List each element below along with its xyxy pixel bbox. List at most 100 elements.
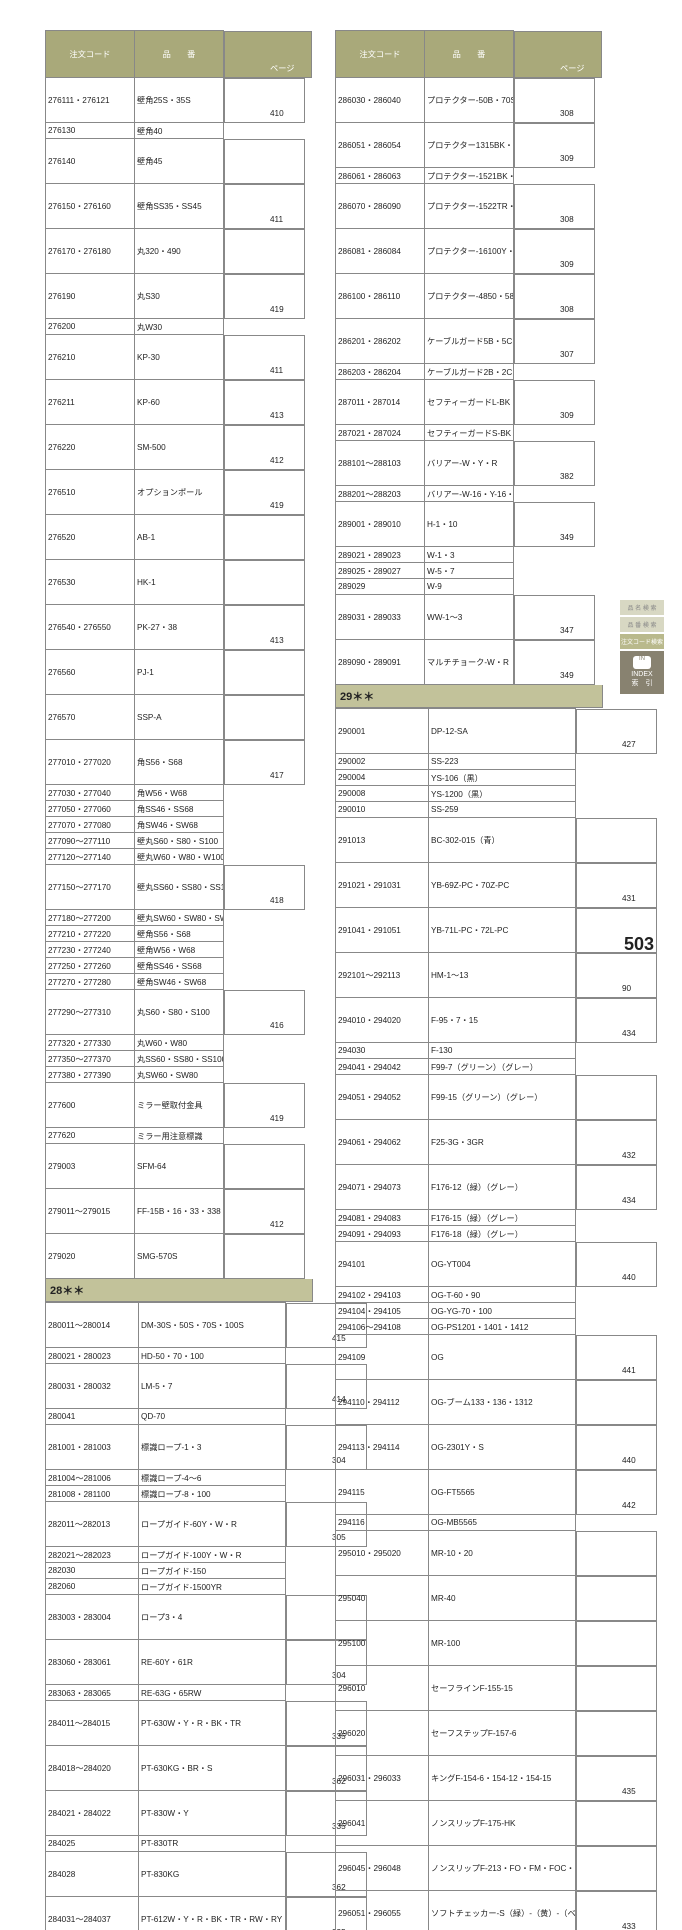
code-cell: 276510 xyxy=(46,470,135,515)
code-cell: 289025・289027 xyxy=(336,563,425,579)
name-cell: MR-100 xyxy=(429,1621,576,1666)
name-cell: 丸SW60・SW80 xyxy=(135,1067,224,1083)
code-cell: 277150～277170 xyxy=(46,865,135,910)
name-cell: 壁丸S60・S80・S100 xyxy=(135,833,224,849)
code-cell: 281004～281006 xyxy=(46,1470,139,1486)
name-cell: プロテクター-1522TR・1932TR xyxy=(425,184,514,229)
name-cell: セーフステップF-157-6 xyxy=(429,1711,576,1756)
name-cell: 標識ロープ-4～6 xyxy=(139,1470,286,1486)
name-cell: F25-3G・3GR xyxy=(429,1120,576,1165)
code-cell: 294109 xyxy=(336,1335,429,1380)
code-cell: 282060 xyxy=(46,1579,139,1595)
page-cell: 440 xyxy=(576,1242,657,1287)
index-text: INDEX xyxy=(622,671,662,678)
code-cell: 288201～288203 xyxy=(336,486,425,502)
page-cell: 433 xyxy=(576,1891,657,1930)
code-cell: 294101 xyxy=(336,1242,429,1287)
code-cell: 286070・286090 xyxy=(336,184,425,229)
code-cell: 284025 xyxy=(46,1836,139,1852)
code-cell: 294081・294083 xyxy=(336,1210,429,1226)
code-cell: 290008 xyxy=(336,786,429,802)
page-cell: 307 xyxy=(514,319,595,364)
code-cell: 280031・280032 xyxy=(46,1364,139,1409)
name-cell: ケーブルガード5B・5C xyxy=(425,319,514,364)
index-text-2: 索 引 xyxy=(622,678,662,688)
code-cell: 294061・294062 xyxy=(336,1120,429,1165)
name-cell: F99-15（グリーン）（グレー） xyxy=(429,1075,576,1120)
name-cell: QD-70 xyxy=(139,1409,286,1425)
name-cell: セーフラインF-155-15 xyxy=(429,1666,576,1711)
page-cell xyxy=(576,1075,657,1120)
page-cell: 431 xyxy=(576,863,657,908)
name-cell: ロープガイド-100Y・W・R xyxy=(139,1547,286,1563)
name-cell: PJ-1 xyxy=(135,650,224,695)
code-cell: 282030 xyxy=(46,1563,139,1579)
name-cell: ノンスリップF-175-HK xyxy=(429,1801,576,1846)
code-cell: 290001 xyxy=(336,709,429,754)
code-cell: 296010 xyxy=(336,1666,429,1711)
page-cell: 308 xyxy=(514,274,595,319)
name-cell: 壁丸W60・W80・W100 xyxy=(135,849,224,865)
code-cell: 277030・277040 xyxy=(46,785,135,801)
name-cell: 角W56・W68 xyxy=(135,785,224,801)
page-cell: 417 xyxy=(224,740,305,785)
name-cell: 壁角W56・W68 xyxy=(135,942,224,958)
page-cell: 309 xyxy=(514,123,595,168)
code-cell: 281001・281003 xyxy=(46,1425,139,1470)
name-cell: バリアー-W・Y・R xyxy=(425,441,514,486)
code-cell: 286100・286110 xyxy=(336,274,425,319)
code-cell: 277250・277260 xyxy=(46,958,135,974)
name-cell: ミラー用注意標識 xyxy=(135,1128,224,1144)
side-label-2[interactable]: 品 番 検 索 xyxy=(620,617,664,632)
code-cell: 286081・286084 xyxy=(336,229,425,274)
page-cell: 419 xyxy=(224,274,305,319)
code-cell: 276520 xyxy=(46,515,135,560)
name-cell: OG-2301Y・S xyxy=(429,1425,576,1470)
side-label-3[interactable]: 注文コード検索 xyxy=(620,634,664,649)
side-label-1[interactable]: 品 名 検 索 xyxy=(620,600,664,615)
page-cell: 419 xyxy=(224,470,305,515)
name-cell: SMG-570S xyxy=(135,1234,224,1279)
code-cell: 288101～288103 xyxy=(336,441,425,486)
page-cell xyxy=(576,1380,657,1425)
name-cell: ミラー壁取付金具 xyxy=(135,1083,224,1128)
code-cell: 295040 xyxy=(336,1576,429,1621)
name-cell: F-95・7・15 xyxy=(429,998,576,1043)
code-cell: 276560 xyxy=(46,650,135,695)
name-cell: WW-1～3 xyxy=(425,595,514,640)
code-cell: 276150・276160 xyxy=(46,184,135,229)
code-cell: 291013 xyxy=(336,818,429,863)
name-cell: セフティーガードL-BK・GR・BR・BL xyxy=(425,380,514,425)
code-cell: 294113・294114 xyxy=(336,1425,429,1470)
name-cell: 壁角SS35・SS45 xyxy=(135,184,224,229)
page-cell: 412 xyxy=(224,1189,305,1234)
page-cell: 440 xyxy=(576,1425,657,1470)
name-cell: AB-1 xyxy=(135,515,224,560)
left-column: 注文コード 品 番 ページ 276111・276121壁角25S・35S4102… xyxy=(45,30,313,1930)
code-cell: 294051・294052 xyxy=(336,1075,429,1120)
name-cell: OG xyxy=(429,1335,576,1380)
code-cell: 294110・294112 xyxy=(336,1380,429,1425)
code-cell: 276140 xyxy=(46,139,135,184)
code-cell: 276530 xyxy=(46,560,135,605)
page-cell: 419 xyxy=(224,1083,305,1128)
name-cell: 壁角SW46・SW68 xyxy=(135,974,224,990)
page-cell xyxy=(576,1801,657,1846)
name-cell: OG-FT5565 xyxy=(429,1470,576,1515)
code-cell: 276111・276121 xyxy=(46,78,135,123)
page-cell: 309 xyxy=(514,380,595,425)
index-badge: IN xyxy=(633,656,651,669)
side-index[interactable]: IN INDEX 索 引 xyxy=(620,651,664,694)
code-cell: 286201・286202 xyxy=(336,319,425,364)
name-cell: KP-30 xyxy=(135,335,224,380)
page-cell: 434 xyxy=(576,998,657,1043)
name-cell: PT-630W・Y・R・BK・TR xyxy=(139,1701,286,1746)
page-cell xyxy=(224,695,305,740)
page-cell xyxy=(224,515,305,560)
code-cell: 294116 xyxy=(336,1515,429,1531)
page-cell: 413 xyxy=(224,380,305,425)
code-cell: 277350～277370 xyxy=(46,1051,135,1067)
code-cell: 286203・286204 xyxy=(336,364,425,380)
code-cell: 296041 xyxy=(336,1801,429,1846)
name-cell: YB-69Z-PC・70Z-PC xyxy=(429,863,576,908)
